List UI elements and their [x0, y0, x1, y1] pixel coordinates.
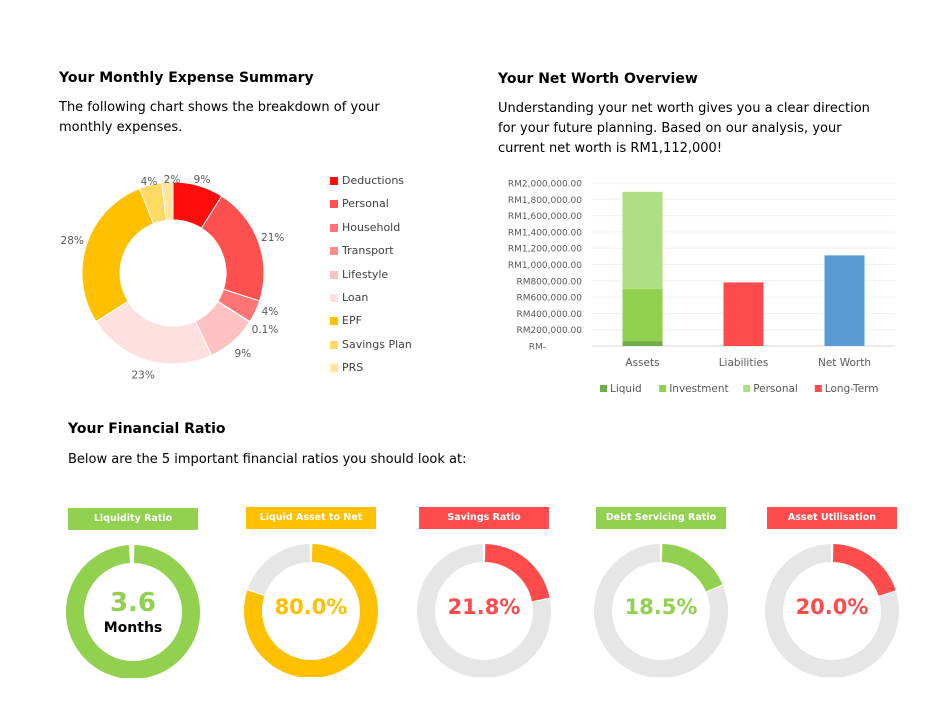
legend-label: Lifestyle: [342, 267, 389, 281]
legend-swatch: [814, 385, 822, 392]
legend-item: Loan: [330, 291, 412, 314]
ratio-value: 21.8%: [447, 595, 521, 619]
ratio-ring: [244, 544, 378, 677]
donut-label: 4%: [262, 306, 279, 318]
ring-fill: [661, 544, 723, 592]
bar-investment: [622, 288, 663, 342]
legend-label: Liquid: [610, 383, 642, 395]
ring-track: [247, 544, 311, 595]
y-tick-label: RM400,000.00: [516, 310, 582, 320]
expense-description: The following chart shows the breakdown …: [59, 100, 380, 135]
legend-item: Transport: [330, 244, 412, 267]
bar-net-worth: [824, 255, 865, 346]
x-tick-label: Net Worth: [818, 357, 871, 369]
expense-title: Your Monthly Expense Summary: [59, 70, 314, 86]
legend-label: PRS: [342, 361, 364, 375]
x-tick-label: Liabilities: [719, 357, 769, 369]
donut-label: 28%: [61, 235, 84, 247]
legend-item: Household: [330, 221, 412, 244]
donut-label: 9%: [194, 174, 211, 186]
ratio-value: 80.0%: [274, 595, 348, 619]
y-tick-label: RM800,000.00: [516, 277, 582, 287]
legend-item: EPF: [330, 314, 412, 337]
legend-label: Investment: [669, 383, 728, 395]
ratio-ring: [765, 544, 899, 677]
ratio-header: Debt Servicing Ratio: [596, 507, 726, 529]
ratio-card-asset-utilisation: Asset Utilisation 20.0%: [747, 507, 917, 707]
ratio-card-savings-ratio: Savings Ratio 21.8%: [399, 507, 569, 707]
y-tick-label: RM1,000,000.00: [508, 261, 582, 271]
ratio-card-debt-servicing-ratio: Debt Servicing Ratio 18.5%: [576, 507, 746, 707]
legend-swatch: [330, 270, 338, 279]
networth-bar-chart: RM- RM200,000.00 RM400,000.00 RM600,000.00 R…: [508, 180, 895, 395]
legend-swatch: [330, 317, 338, 326]
y-tick-label: RM600,000.00: [516, 294, 582, 304]
legend-label: Long-Term: [825, 383, 879, 395]
expense-legend: Deductions Personal Household Transport Life…: [330, 174, 412, 385]
legend-swatch: [330, 293, 338, 302]
ratio-header: Liquid Asset to Net Worth: [246, 507, 376, 545]
ratio-card-liquid-asset-to-net-worth: Liquid Asset to Net Worth 80.0%: [226, 507, 396, 707]
legend-swatch: [330, 247, 338, 256]
legend-label: Personal: [753, 383, 798, 395]
legend-item: PRS: [330, 361, 412, 384]
x-tick-label: Assets: [625, 357, 659, 369]
donut-label: 2%: [164, 174, 181, 186]
y-tick-label: RM1,200,000.00: [508, 245, 582, 255]
y-tick-label: RM-: [529, 343, 546, 353]
legend-item: Personal: [330, 197, 412, 220]
legend-item: Lifestyle: [330, 268, 412, 291]
y-tick-label: RM1,400,000.00: [508, 228, 582, 238]
donut-label: 9%: [234, 348, 251, 360]
legend-label: Household: [342, 220, 401, 234]
legend-swatch: [330, 364, 338, 373]
ratio-card-liquidity-ratio: Liquidity Ratio 3.6 Months: [48, 508, 218, 708]
expense-donut-chart: 9%21%4%0.1%9%23%28%4% 2%: [61, 174, 285, 382]
legend-label: EPF: [342, 314, 362, 328]
ratio-header: Savings Ratio: [419, 507, 549, 529]
bar-liquid: [622, 341, 663, 346]
bar-personal: [622, 191, 663, 289]
legend-swatch: [330, 200, 338, 209]
legend-label: Savings Plan: [342, 337, 412, 351]
legend-label: Deductions: [342, 174, 405, 187]
ratio-header: Liquidity Ratio: [68, 508, 198, 530]
y-tick-label: RM2,000,000.00: [508, 180, 582, 190]
bar-long-term: [723, 282, 764, 346]
legend-label: Transport: [342, 244, 394, 258]
donut-slice-prs: [161, 181, 174, 221]
legend-label: Personal: [342, 197, 389, 211]
ratio-value: 18.5%: [624, 595, 698, 619]
donut-label: 0.1%: [252, 324, 279, 336]
ratio-value: 20.0%: [795, 595, 869, 619]
ring-fill: [832, 544, 896, 596]
donut-slice-epf: [81, 187, 155, 323]
legend-swatch: [330, 177, 338, 185]
donut-label: 23%: [131, 370, 154, 382]
ratio-header: Asset Utilisation: [767, 507, 897, 529]
legend-item: Savings Plan: [330, 338, 412, 361]
donut-label: 4%: [141, 176, 158, 188]
ring-fill: [484, 544, 550, 602]
ratio-unit: Months: [103, 620, 163, 636]
legend-swatch: [659, 385, 667, 392]
ratios-description: Below are the 5 important financial rati…: [68, 452, 467, 467]
ratio-value: 3.6: [109, 588, 157, 618]
legend-item: Deductions: [330, 174, 412, 197]
networth-title: Your Net Worth Overview: [498, 71, 698, 87]
networth-description: Understanding your net worth gives you a…: [498, 101, 870, 156]
legend-swatch: [743, 385, 751, 392]
donut-label: 21%: [261, 232, 284, 244]
legend-swatch: [330, 340, 338, 349]
y-tick-label: RM1,600,000.00: [508, 212, 582, 222]
legend-swatch: [330, 223, 338, 232]
legend-label: Loan: [342, 290, 369, 304]
y-tick-label: RM1,800,000.00: [508, 196, 582, 206]
ratios-title: Your Financial Ratio: [68, 421, 226, 437]
ratio-ring: [594, 544, 728, 677]
ratio-ring: [417, 544, 551, 677]
legend-swatch: [600, 385, 607, 392]
y-tick-label: RM200,000.00: [516, 326, 582, 336]
